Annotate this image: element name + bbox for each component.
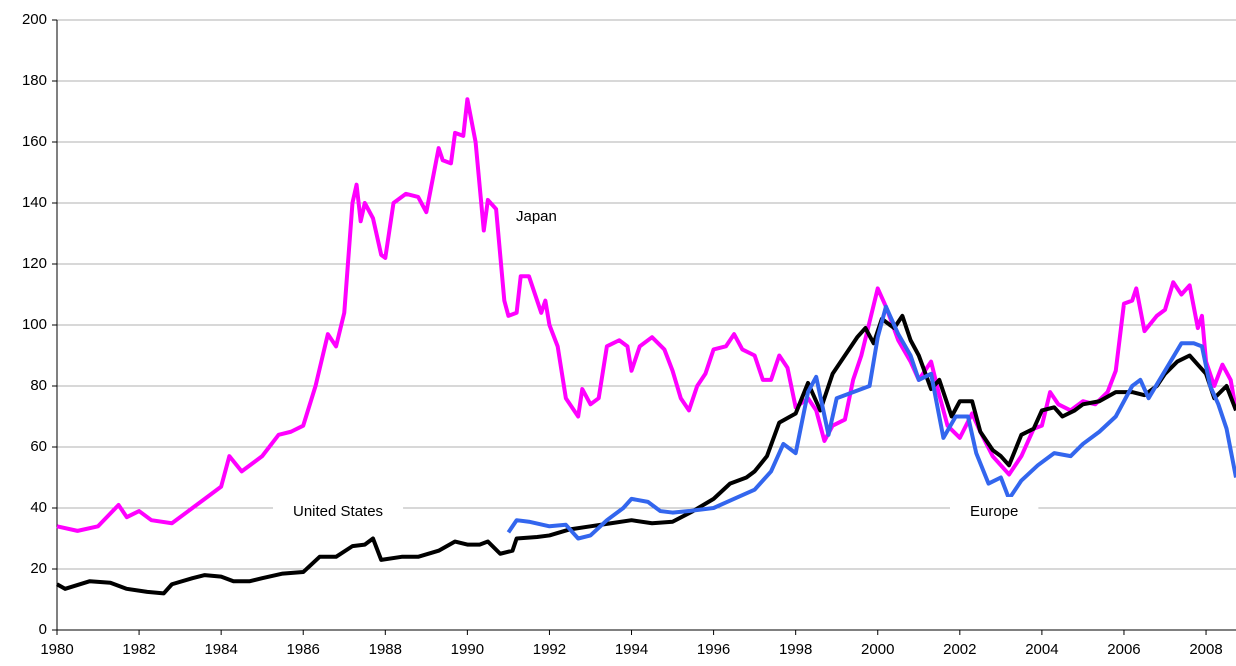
series-line	[506, 304, 1236, 541]
y-tick-label: 40	[30, 499, 47, 516]
y-tick-label: 200	[22, 11, 47, 28]
x-tick-label: 1986	[287, 641, 320, 658]
x-tick-label: 1994	[615, 641, 648, 658]
annotation-box	[950, 496, 1039, 526]
x-tick-label: 1980	[40, 641, 73, 658]
x-tick-label: 1992	[533, 641, 566, 658]
series-line	[56, 313, 1236, 596]
x-tick-label: 1996	[697, 641, 730, 658]
annotation-box	[273, 496, 404, 526]
x-tick-label: 2004	[1025, 641, 1058, 658]
y-tick-label: 140	[22, 194, 47, 211]
annotation: Japan	[516, 208, 557, 225]
y-tick-label: 160	[22, 133, 47, 150]
y-tick-label: 180	[22, 72, 47, 89]
x-tick-label: 1984	[204, 641, 237, 658]
x-tick-label: 1990	[451, 641, 484, 658]
series-line	[56, 97, 1236, 533]
y-tick-label: 100	[22, 316, 47, 333]
x-tick-label: 2000	[861, 641, 894, 658]
y-tick-label: 80	[30, 377, 47, 394]
x-tick-label: 2006	[1107, 641, 1140, 658]
y-tick-label: 60	[30, 438, 47, 455]
x-tick-label: 2008	[1189, 641, 1222, 658]
y-tick-label: 120	[22, 255, 47, 272]
annotation: United States	[293, 503, 383, 520]
annotation: Europe	[970, 503, 1018, 520]
x-tick-label: 2002	[943, 641, 976, 658]
x-tick-label: 1982	[122, 641, 155, 658]
x-tick-label: 1998	[779, 641, 812, 658]
x-tick-label: 1988	[369, 641, 402, 658]
y-tick-label: 20	[30, 560, 47, 577]
y-tick-label: 0	[39, 621, 47, 638]
